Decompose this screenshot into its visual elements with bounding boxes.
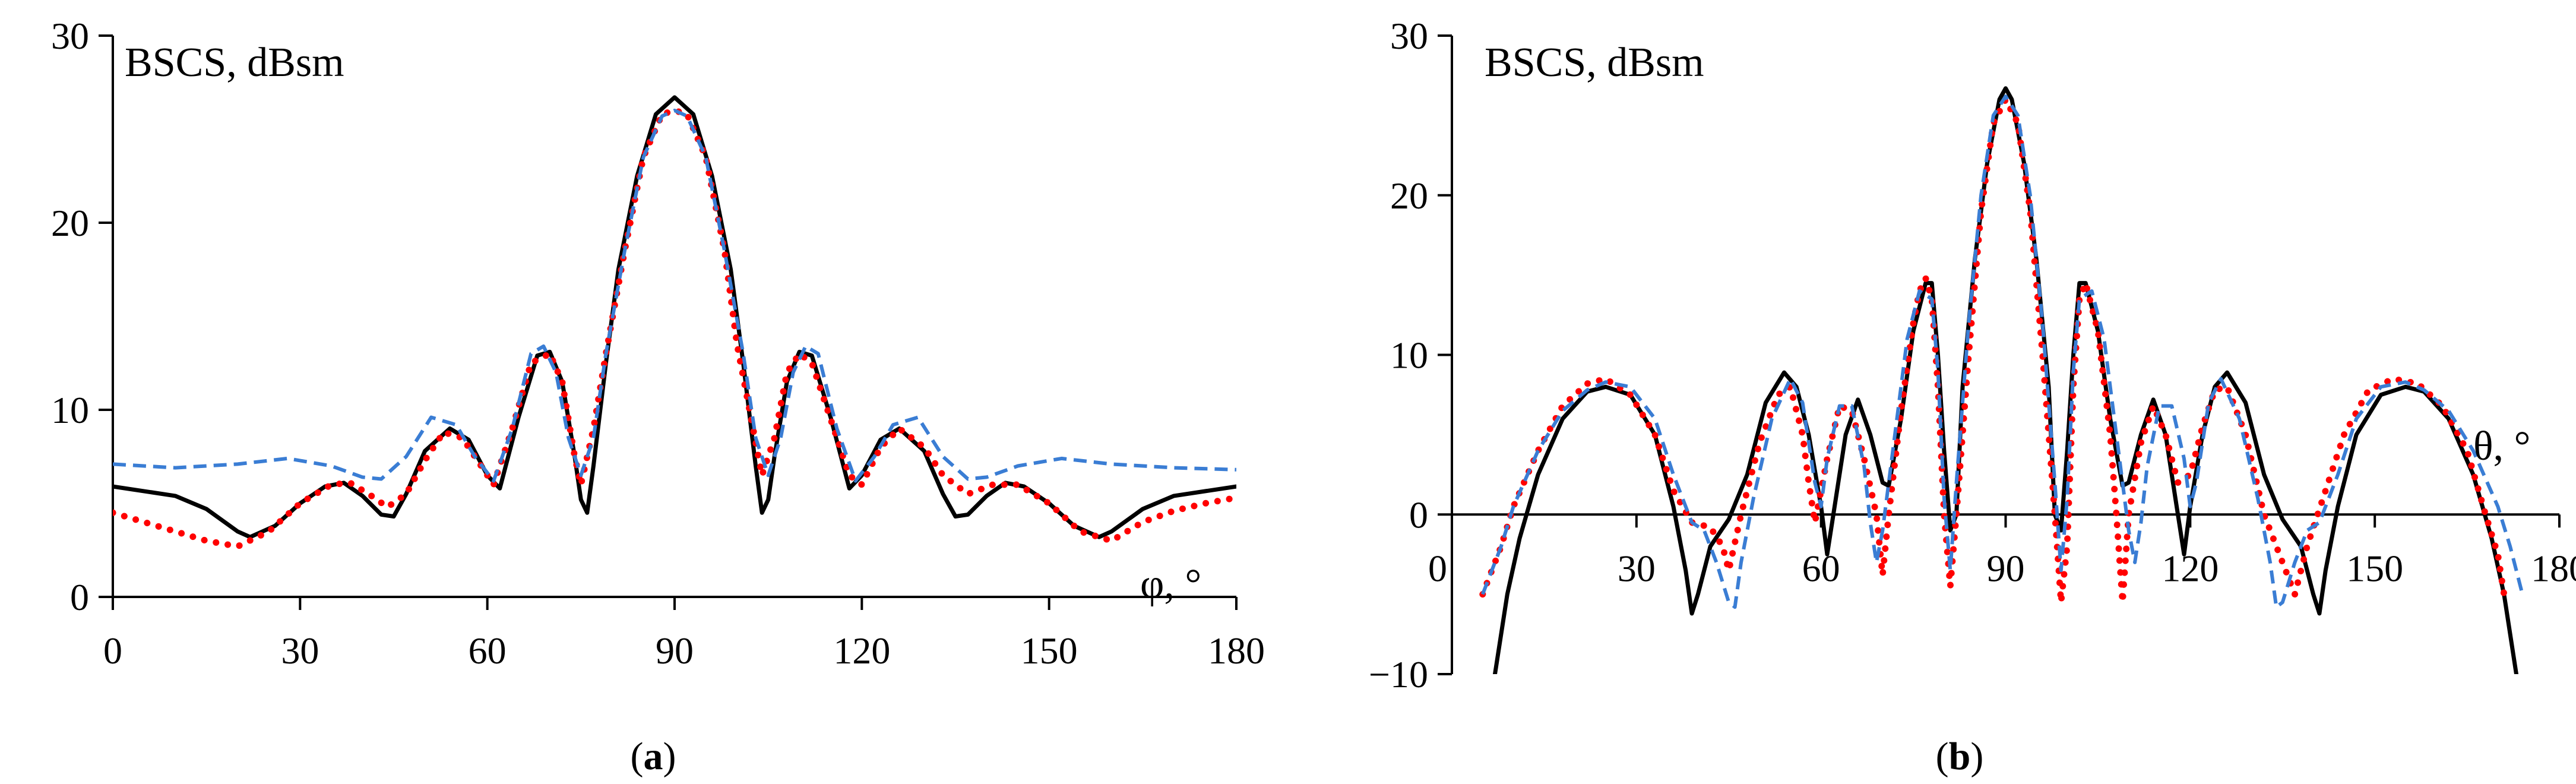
x-tick-label: 30 <box>1618 547 1656 589</box>
x-tick-label: 180 <box>1208 630 1265 672</box>
x-tick-label: 150 <box>1021 630 1078 672</box>
x-tick-label: 180 <box>2531 547 2576 589</box>
series-group-b <box>1479 86 2524 674</box>
tick-labels-b: −10 0 10 20 30 0 30 60 90 120 150 180 <box>1369 15 2576 696</box>
axes-a <box>99 34 1238 610</box>
y-tick-label: 30 <box>1390 15 1428 57</box>
x-tick-label: 90 <box>656 630 694 672</box>
chart-panel-b: −10 0 10 20 30 0 30 60 90 120 150 180 BSCS, dBsm θ,… <box>1369 15 2576 778</box>
y-tick-label: −10 <box>1369 653 1428 696</box>
ylabel-b: BSCS, dBsm <box>1485 40 1704 86</box>
series-line-dashed <box>113 109 1236 483</box>
xlabel-b: θ, ° <box>2473 423 2531 469</box>
x-tick-label: 30 <box>281 630 319 672</box>
y-tick-label: 0 <box>70 576 89 618</box>
series-line-solid <box>1493 86 2518 674</box>
panel-letter-a: a <box>644 735 663 778</box>
y-tick-label: 30 <box>51 15 89 57</box>
xlabel-a: φ, ° <box>1140 561 1201 607</box>
x-tick-label: 0 <box>103 630 122 672</box>
x-tick-label: 60 <box>469 630 507 672</box>
x-tick-label: 120 <box>833 630 890 672</box>
panel-label-a: (a) <box>631 735 676 778</box>
y-tick-label: 0 <box>1409 494 1428 536</box>
axes-b <box>1438 34 2561 675</box>
y-tick-label: 10 <box>1390 334 1428 377</box>
panel-label-b: (b) <box>1936 735 1984 778</box>
x-tick-label: 150 <box>2346 547 2403 589</box>
panel-letter-b: b <box>1949 735 1971 778</box>
ylabel-a: BSCS, dBsm <box>125 40 344 86</box>
x-tick-label: 120 <box>2162 547 2219 589</box>
x-tick-label: 0 <box>1428 547 1447 589</box>
series-line-dotted <box>1479 96 2508 606</box>
tick-labels-a: 0 10 20 30 0 30 60 90 120 150 180 <box>51 15 1265 672</box>
y-tick-label: 20 <box>1390 175 1428 217</box>
series-line-dotted <box>113 107 1236 550</box>
x-tick-label: 90 <box>1987 547 2025 589</box>
x-tick-label: 60 <box>1802 547 1840 589</box>
series-line-solid <box>113 95 1236 539</box>
series-line-dashed <box>1481 94 2524 609</box>
series-group-a <box>113 95 1236 550</box>
y-tick-label: 20 <box>51 202 89 244</box>
y-tick-label: 10 <box>51 389 89 431</box>
